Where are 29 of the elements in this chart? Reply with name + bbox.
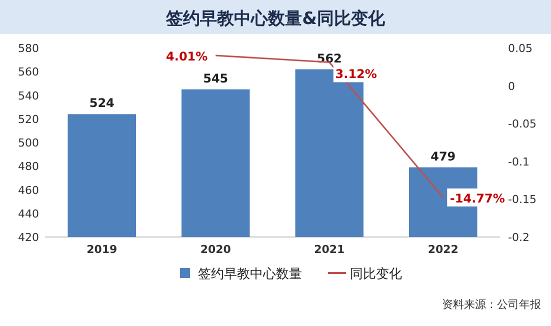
text: 资料来源：公司年报 <box>442 298 541 311</box>
y-tick-label: 580 <box>18 42 39 55</box>
y2-tick-label: -0.15 <box>508 193 536 206</box>
y2-tick-label: 0 <box>508 80 515 93</box>
y-tick-label: 520 <box>18 112 39 126</box>
x-tick-label: 2021 <box>314 243 345 256</box>
y-tick-label: 420 <box>18 231 39 244</box>
y-tick-label: 460 <box>18 184 39 197</box>
x-tick-label: 2019 <box>86 243 118 256</box>
y-tick-label: 540 <box>18 89 39 102</box>
y2-tick-label: -0.1 <box>508 155 530 168</box>
y-tick-label: 560 <box>18 66 39 79</box>
data-label: 524 <box>89 96 114 110</box>
legend-label: 签约早教中心数量 <box>198 266 302 282</box>
y2-tick-label: 0.05 <box>508 42 532 55</box>
data-label: 545 <box>203 71 228 86</box>
x-tick-label: 2022 <box>428 243 458 256</box>
data-label: -14.77% <box>450 191 505 206</box>
y-tick-label: 500 <box>18 136 39 150</box>
data-label: 479 <box>430 149 456 164</box>
y2-tick-label: -0.2 <box>508 231 530 244</box>
legend-label: 同比变化 <box>350 267 402 282</box>
y2-tick-label: -0.05 <box>508 118 536 131</box>
y-tick-label: 440 <box>18 207 39 220</box>
x-tick-label: 2020 <box>200 243 232 256</box>
chart-title: 签约早教中心数量&同比变化 <box>165 9 386 29</box>
data-label: 4.01% <box>166 49 208 64</box>
data-label: 3.12% <box>335 67 377 82</box>
y-tick-label: 480 <box>18 160 39 174</box>
